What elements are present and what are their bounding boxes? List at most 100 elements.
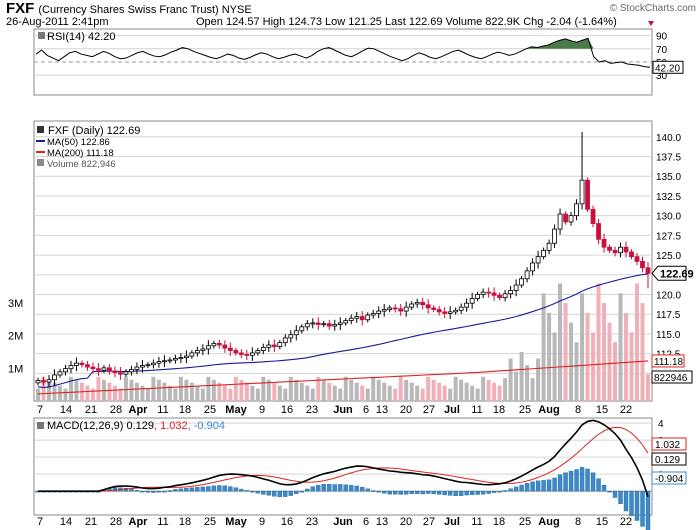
volume-bar <box>640 303 645 401</box>
volume-bar <box>217 382 222 401</box>
candle-body <box>140 365 145 368</box>
x-axis-label-macd: Apr <box>129 516 149 528</box>
volume-bar <box>398 376 403 401</box>
volume-bar <box>387 385 392 401</box>
volume-bar <box>514 371 519 401</box>
candle-body <box>579 179 585 205</box>
candle-body <box>453 309 459 313</box>
macd-legend-swatch <box>37 422 44 429</box>
x-axis-label-macd: 25 <box>519 516 531 528</box>
volume-bar <box>558 283 563 401</box>
volume-bar <box>624 312 629 401</box>
macd-legend-label: MACD(12,26,9) 0.129, 1.032, -0.904 <box>47 420 225 432</box>
volume-bar <box>497 385 502 401</box>
candle-body <box>425 304 431 309</box>
volume-bar <box>222 385 227 401</box>
candle-body <box>585 179 590 210</box>
candle-body <box>266 344 272 348</box>
macd-histogram-bar <box>321 484 326 492</box>
macd-last-value: 1.032 <box>655 440 680 451</box>
volume-bar <box>299 382 304 401</box>
macd-histogram-bar <box>508 488 513 492</box>
macd-histogram-bar <box>206 486 211 492</box>
macd-histogram-bar <box>530 481 535 492</box>
candle-body <box>112 370 118 374</box>
candle-body <box>645 267 651 274</box>
candle-body <box>524 270 530 280</box>
macd-histogram-bar <box>140 490 145 493</box>
volume-bar <box>123 376 128 401</box>
candle-body <box>123 371 129 375</box>
candle-body <box>590 208 596 224</box>
x-axis-label-price: 28 <box>110 404 122 416</box>
candle-body <box>249 352 255 356</box>
macd-histogram-bar <box>601 484 607 492</box>
volume-bar <box>277 385 282 401</box>
macd-histogram-bar <box>316 484 321 492</box>
macd-histogram-bar <box>222 485 228 492</box>
volume-bar <box>283 388 288 401</box>
candle-body <box>508 290 514 295</box>
macd-histogram-bar <box>255 490 261 494</box>
candle-body <box>161 360 167 363</box>
candle-body <box>194 350 200 354</box>
candle-body <box>458 306 464 311</box>
volume-bar <box>327 382 332 401</box>
candle-body <box>568 215 574 223</box>
macd-histogram-bar <box>354 485 359 492</box>
macd-histogram-bar <box>557 474 563 492</box>
x-axis-label-macd: 15 <box>596 516 608 528</box>
header-symbol-line: FXF (Currency Shares Swiss Franc Trust) N… <box>6 0 252 17</box>
volume-bar <box>431 379 436 401</box>
volume-bar <box>239 379 244 401</box>
macd-histogram-bar <box>343 484 348 492</box>
candle-body <box>403 306 409 312</box>
macd-histogram-bar <box>436 490 442 495</box>
x-axis-label-price: May <box>225 404 247 416</box>
price-tick-label: 135.0 <box>656 172 681 183</box>
volume-bar <box>459 379 464 401</box>
macd-histogram-bar <box>151 490 156 493</box>
rsi-tick-label: 30 <box>656 71 668 82</box>
candle-body <box>634 256 640 262</box>
volume-bar <box>541 293 546 401</box>
volume-bar <box>162 382 167 401</box>
volume-bar <box>200 388 205 401</box>
candle-body <box>96 368 101 371</box>
volume-bar <box>41 376 46 401</box>
x-axis-label-macd: Jun <box>333 516 353 528</box>
volume-bar <box>508 358 513 401</box>
rsi-legend-label: RSI(14) 42.20 <box>47 31 115 43</box>
macd-histogram-bar <box>590 472 596 492</box>
candle-body <box>321 323 327 326</box>
candle-body <box>79 362 85 366</box>
volume-bar <box>112 385 117 401</box>
x-axis-label-macd: 18 <box>493 516 505 528</box>
volume-bar <box>189 382 194 401</box>
price-legend-label: MA(200) 111.18 <box>47 148 114 159</box>
macd-histogram-bar <box>513 486 519 492</box>
macd-last-tag <box>651 471 687 485</box>
x-axis-label-price: 25 <box>204 404 216 416</box>
macd-histogram-bar <box>239 488 244 492</box>
candle-body <box>74 362 79 366</box>
macd-histogram-bar <box>563 472 568 492</box>
macd-histogram-bar <box>447 490 453 496</box>
x-axis-label-price: 27 <box>423 404 435 416</box>
header-quote: Open 124.57 High 124.73 Low 121.25 Last … <box>196 16 617 28</box>
candle-body <box>354 316 360 319</box>
volume-tick-label: 1M <box>8 363 23 375</box>
macd-last-value: 0.129 <box>655 455 680 466</box>
volume-bar <box>233 376 238 401</box>
candle-body <box>607 246 612 251</box>
volume-bar <box>36 388 40 401</box>
macd-histogram-bar <box>541 480 546 492</box>
macd-histogram-bar <box>524 483 530 492</box>
volume-bar <box>316 376 321 401</box>
price-tick-label: 137.5 <box>656 152 681 163</box>
macd-histogram-bar <box>371 490 376 492</box>
candle-body <box>546 242 552 251</box>
macd-histogram-bar <box>310 486 315 492</box>
x-axis-label-price: 14 <box>60 404 72 416</box>
candle-body <box>326 323 332 327</box>
